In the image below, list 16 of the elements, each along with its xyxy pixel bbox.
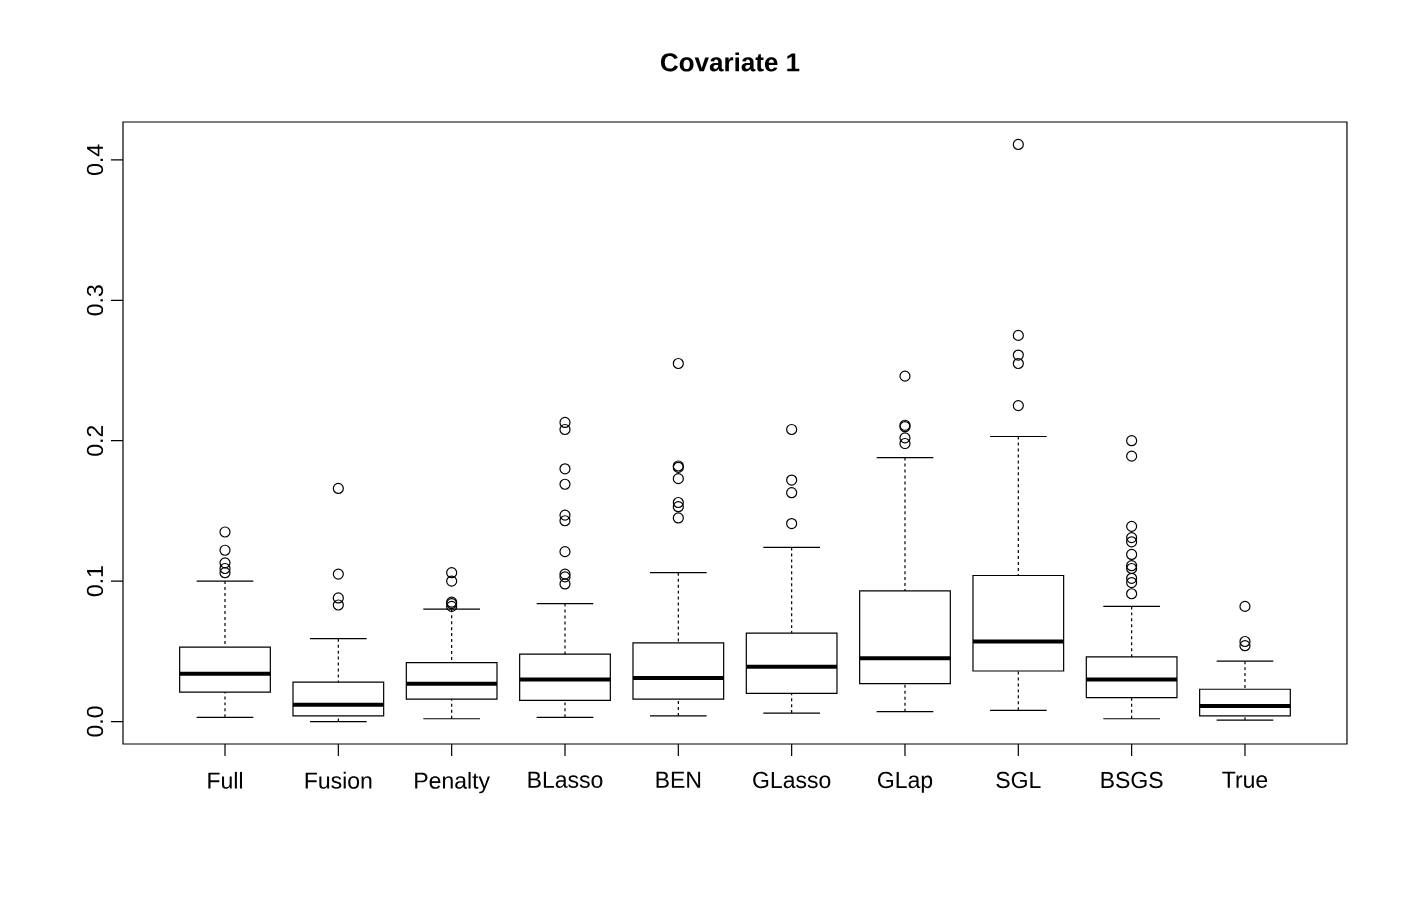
y-tick-label: 0.2 bbox=[86, 425, 104, 456]
x-tick-label: GLap bbox=[878, 771, 933, 793]
x-tick-label: Fusion bbox=[305, 771, 372, 789]
y-tick-label: 0.3 bbox=[86, 285, 104, 316]
y-tick-label: 0.1 bbox=[86, 566, 104, 597]
x-tick-label: Penalty bbox=[415, 771, 490, 794]
x-tick-label: BSGS bbox=[1101, 771, 1163, 789]
x-tick-label: Full bbox=[208, 771, 242, 789]
x-tick-label: BLasso bbox=[528, 771, 603, 788]
x-tick-label: BEN bbox=[656, 771, 701, 788]
x-tick-label: SGL bbox=[996, 771, 1041, 789]
y-tick-label: 0.4 bbox=[86, 144, 104, 175]
y-tick-label: 0.0 bbox=[86, 706, 104, 737]
x-tick-label: True bbox=[1222, 771, 1268, 788]
chart-title: Covariate 1 bbox=[660, 52, 800, 72]
x-tick-label: GLasso bbox=[753, 771, 831, 789]
